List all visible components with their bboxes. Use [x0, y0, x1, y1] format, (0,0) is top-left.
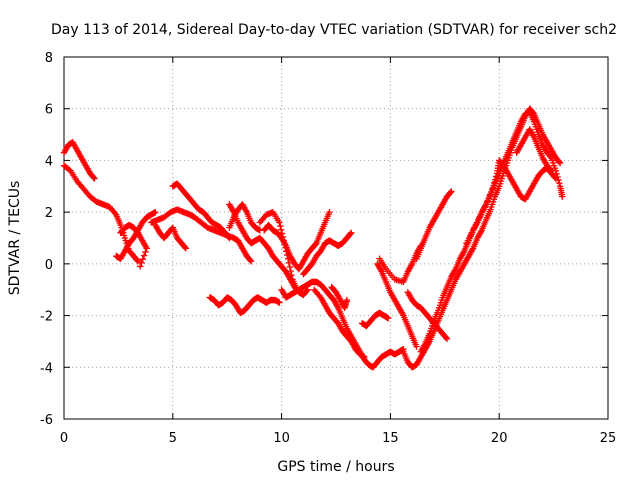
data-point-marker	[276, 299, 283, 306]
data-point-marker	[285, 259, 293, 267]
data-point-marker	[134, 258, 142, 265]
y-tick-label: 0	[45, 258, 53, 273]
data-point-marker	[492, 176, 499, 183]
y-tick-label: -6	[40, 413, 53, 428]
x-tick-label: 15	[382, 431, 399, 446]
data-point-marker	[488, 188, 495, 196]
y-tick-label: -2	[40, 310, 53, 325]
data-point-marker	[278, 230, 286, 237]
plot-frame	[63, 56, 609, 420]
data-point-marker	[489, 185, 496, 193]
data-point-marker	[247, 258, 255, 265]
data-point-marker	[442, 334, 450, 342]
data-point-marker	[283, 248, 290, 255]
data-point-marker	[485, 194, 492, 202]
tick-layer: 0 5 10 15 20 25 -6 -4 -2 0 2 4 6 8	[40, 51, 616, 446]
data-point-marker	[484, 198, 491, 205]
data-point-marker	[347, 230, 354, 238]
data-point-marker	[136, 263, 144, 270]
data-point-marker	[448, 188, 455, 195]
data-point-marker	[282, 244, 289, 252]
x-tick-label: 20	[491, 431, 508, 446]
data-point-marker	[413, 343, 420, 350]
x-tick-label: 10	[273, 431, 290, 446]
data-point-marker	[142, 248, 149, 256]
data-point-marker	[556, 179, 563, 187]
data-point-marker	[140, 252, 148, 259]
data-point-marker	[281, 241, 288, 248]
y-axis-label: SDTVAR / TECUs	[7, 181, 23, 296]
data-point-marker	[492, 173, 500, 180]
marks-layer	[60, 105, 566, 371]
data-point-marker	[556, 159, 564, 167]
data-point-marker	[181, 244, 189, 251]
data-point-marker	[482, 201, 490, 208]
data-point-marker	[447, 189, 454, 196]
data-point-marker	[548, 167, 555, 174]
x-tick-label: 25	[600, 431, 617, 446]
y-tick-label: 4	[45, 154, 53, 169]
data-point-marker	[491, 179, 498, 186]
data-point-marker	[280, 237, 287, 244]
data-point-marker	[286, 263, 294, 271]
data-point-marker	[326, 208, 333, 216]
data-point-marker	[443, 335, 451, 343]
data-point-marker	[277, 226, 285, 233]
data-point-marker	[547, 153, 554, 161]
data-point-marker	[279, 233, 287, 241]
data-point-marker	[226, 234, 233, 242]
data-point-marker	[361, 353, 368, 361]
data-point-marker	[182, 245, 190, 252]
y-tick-label: 2	[45, 206, 53, 221]
y-tick-label: 6	[45, 103, 53, 118]
data-point-marker	[277, 222, 284, 230]
data-point-marker	[303, 287, 311, 294]
y-tick-label: 8	[45, 51, 53, 66]
data-point-marker	[276, 219, 283, 226]
data-point-marker	[247, 257, 254, 264]
data-point-marker	[559, 193, 566, 200]
data-point-marker	[556, 158, 563, 166]
data-point-marker	[139, 256, 146, 263]
data-point-marker	[133, 257, 141, 264]
data-point-marker	[551, 174, 559, 181]
data-point-marker	[547, 166, 554, 173]
data-point-marker	[343, 296, 351, 304]
data-point-marker	[143, 245, 150, 252]
chart-title: Day 113 of 2014, Sidereal Day-to-day VTE…	[51, 22, 617, 38]
data-point-marker	[287, 267, 294, 275]
data-point-marker	[284, 251, 291, 259]
data-point-marker	[138, 259, 145, 267]
data-point-marker	[552, 175, 559, 182]
data-point-marker	[225, 233, 232, 241]
data-point-marker	[90, 174, 97, 181]
data-point-marker	[348, 229, 355, 237]
data-point-marker	[385, 314, 392, 322]
data-point-marker	[288, 272, 295, 279]
data-point-marker	[91, 175, 98, 182]
x-axis-label: GPS time / hours	[277, 459, 394, 475]
data-point-marker	[486, 191, 494, 199]
x-tick-label: 5	[169, 431, 177, 446]
y-tick-label: -4	[40, 361, 53, 376]
data-point-marker	[152, 208, 159, 216]
data-point-marker	[490, 182, 497, 189]
data-point-marker	[284, 255, 292, 262]
x-tick-label: 0	[60, 431, 68, 446]
